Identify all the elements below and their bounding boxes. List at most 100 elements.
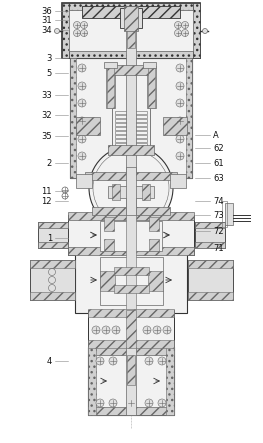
Bar (115, 118, 147, 122)
Circle shape (80, 30, 88, 36)
Bar (92, 207, 170, 215)
Bar (115, 143, 147, 146)
Bar (142, 184, 150, 200)
Bar (88, 347, 174, 355)
Bar (100, 221, 162, 251)
Circle shape (145, 399, 153, 407)
Circle shape (73, 22, 80, 28)
Circle shape (109, 357, 117, 365)
Circle shape (181, 22, 189, 28)
Circle shape (176, 117, 184, 125)
Circle shape (127, 357, 135, 365)
Circle shape (54, 28, 59, 34)
Bar (70, 58, 76, 178)
Bar (115, 135, 147, 138)
Bar (149, 217, 159, 231)
Bar (68, 247, 194, 255)
Bar (222, 201, 227, 227)
Circle shape (176, 99, 184, 107)
Bar (114, 285, 149, 293)
Bar (38, 222, 68, 248)
Text: 4: 4 (47, 357, 52, 365)
Circle shape (174, 22, 181, 28)
Circle shape (96, 399, 104, 407)
Bar (127, 23, 135, 48)
Text: 73: 73 (213, 210, 224, 219)
Circle shape (89, 146, 173, 230)
Bar (88, 347, 96, 415)
Text: 31: 31 (41, 16, 52, 24)
Bar (38, 222, 68, 228)
Circle shape (176, 64, 184, 72)
Circle shape (158, 357, 166, 365)
Bar (225, 203, 233, 225)
Bar (30, 292, 75, 300)
Circle shape (78, 135, 86, 143)
Bar (88, 310, 174, 348)
Bar (115, 123, 147, 126)
Bar (108, 186, 154, 198)
Bar (127, 355, 135, 385)
Circle shape (145, 357, 153, 365)
Bar (68, 215, 194, 255)
Bar (104, 239, 114, 251)
Bar (104, 217, 114, 231)
Bar (76, 117, 100, 135)
Circle shape (143, 326, 151, 334)
Circle shape (174, 30, 181, 36)
Bar (69, 10, 193, 51)
Bar (148, 271, 163, 291)
Bar (188, 292, 233, 300)
Bar (106, 66, 115, 108)
Bar (186, 58, 192, 178)
Bar (188, 260, 233, 300)
Bar (70, 58, 192, 178)
Bar (68, 212, 194, 220)
Bar (62, 3, 69, 58)
Bar (100, 257, 163, 305)
Bar (104, 62, 117, 68)
Circle shape (181, 30, 189, 36)
Bar (149, 239, 159, 251)
Circle shape (158, 399, 166, 407)
Bar (120, 8, 142, 28)
Bar (100, 271, 115, 291)
Text: 3: 3 (47, 54, 52, 62)
Bar (126, 198, 136, 313)
Bar (115, 127, 147, 130)
Text: 32: 32 (41, 110, 52, 120)
Circle shape (203, 28, 208, 34)
Bar (170, 174, 186, 188)
Text: 72: 72 (213, 226, 224, 236)
Bar (38, 242, 68, 248)
Circle shape (109, 399, 117, 407)
Bar (30, 260, 75, 268)
Circle shape (176, 152, 184, 160)
Circle shape (176, 135, 184, 143)
Bar (62, 3, 200, 10)
Bar (30, 260, 75, 300)
Bar (126, 347, 136, 415)
Bar (126, 18, 136, 178)
Circle shape (80, 22, 88, 28)
Circle shape (96, 357, 104, 365)
Bar (88, 309, 174, 317)
Circle shape (73, 30, 80, 36)
Bar (88, 347, 174, 415)
Text: 36: 36 (41, 7, 52, 16)
Circle shape (78, 64, 86, 72)
Bar (114, 267, 149, 275)
Text: 34: 34 (41, 26, 52, 35)
Text: 5: 5 (47, 69, 52, 78)
Bar (126, 310, 136, 348)
Circle shape (153, 326, 161, 334)
Circle shape (92, 326, 100, 334)
Bar (115, 139, 147, 142)
Bar (188, 260, 233, 268)
Text: 61: 61 (213, 159, 224, 167)
Circle shape (176, 82, 184, 90)
Bar (115, 147, 147, 150)
Bar (85, 172, 177, 180)
Circle shape (78, 117, 86, 125)
Bar (112, 68, 150, 153)
